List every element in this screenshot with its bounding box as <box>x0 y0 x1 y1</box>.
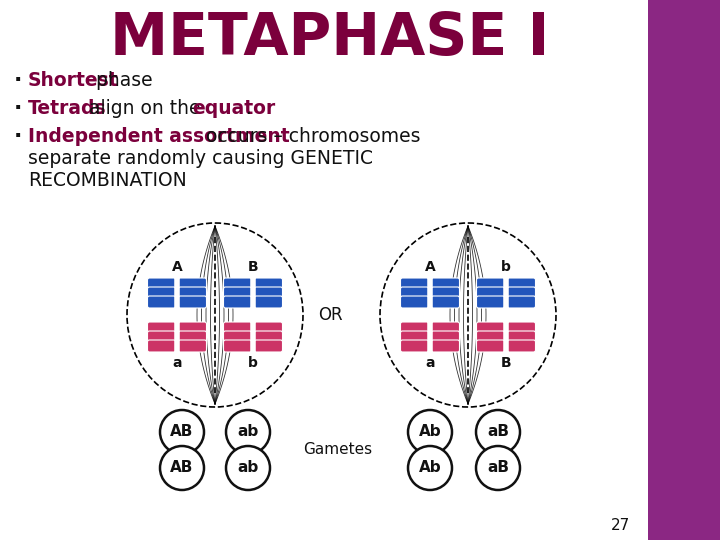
Circle shape <box>226 410 270 454</box>
FancyBboxPatch shape <box>400 296 428 308</box>
Circle shape <box>408 410 452 454</box>
Text: b: b <box>248 356 258 370</box>
Text: B: B <box>500 356 511 370</box>
Ellipse shape <box>380 223 556 407</box>
FancyBboxPatch shape <box>254 331 282 343</box>
FancyBboxPatch shape <box>148 331 176 343</box>
Text: 27: 27 <box>611 517 629 532</box>
Text: ab: ab <box>238 424 258 440</box>
FancyBboxPatch shape <box>148 287 176 299</box>
Circle shape <box>226 446 270 490</box>
Text: Independent assortment: Independent assortment <box>28 126 289 145</box>
Circle shape <box>408 446 452 490</box>
Circle shape <box>160 410 204 454</box>
Text: ab: ab <box>238 461 258 476</box>
FancyBboxPatch shape <box>431 296 459 308</box>
FancyBboxPatch shape <box>477 340 505 352</box>
FancyBboxPatch shape <box>431 278 459 290</box>
Text: ·: · <box>14 98 22 118</box>
FancyBboxPatch shape <box>400 322 428 334</box>
FancyBboxPatch shape <box>179 340 207 352</box>
Text: phase: phase <box>91 71 153 90</box>
FancyBboxPatch shape <box>508 331 536 343</box>
Ellipse shape <box>127 223 303 407</box>
FancyBboxPatch shape <box>223 322 252 334</box>
Text: OR: OR <box>318 306 342 324</box>
FancyBboxPatch shape <box>148 296 176 308</box>
Text: separate randomly causing GENETIC: separate randomly causing GENETIC <box>28 148 373 167</box>
Text: Gametes: Gametes <box>303 442 372 457</box>
FancyBboxPatch shape <box>254 340 282 352</box>
Text: equator: equator <box>192 98 275 118</box>
FancyBboxPatch shape <box>223 287 252 299</box>
Text: METAPHASE I: METAPHASE I <box>110 10 549 66</box>
FancyBboxPatch shape <box>477 296 505 308</box>
FancyBboxPatch shape <box>431 331 459 343</box>
FancyBboxPatch shape <box>179 322 207 334</box>
Text: AB: AB <box>171 461 194 476</box>
FancyBboxPatch shape <box>179 296 207 308</box>
FancyBboxPatch shape <box>477 278 505 290</box>
Circle shape <box>476 410 520 454</box>
Bar <box>648 0 720 540</box>
FancyBboxPatch shape <box>508 287 536 299</box>
Text: A: A <box>425 260 436 274</box>
Text: a: a <box>426 356 435 370</box>
Text: Tetrads: Tetrads <box>28 98 107 118</box>
FancyBboxPatch shape <box>508 322 536 334</box>
Text: occurs – chromosomes: occurs – chromosomes <box>199 126 420 145</box>
FancyBboxPatch shape <box>477 287 505 299</box>
FancyBboxPatch shape <box>254 278 282 290</box>
Circle shape <box>160 446 204 490</box>
FancyBboxPatch shape <box>148 322 176 334</box>
Text: Ab: Ab <box>419 424 441 440</box>
Text: ·: · <box>14 70 22 90</box>
Text: AB: AB <box>171 424 194 440</box>
FancyBboxPatch shape <box>400 331 428 343</box>
FancyBboxPatch shape <box>508 340 536 352</box>
Text: b: b <box>501 260 511 274</box>
FancyBboxPatch shape <box>179 287 207 299</box>
Text: RECOMBINATION: RECOMBINATION <box>28 171 186 190</box>
FancyBboxPatch shape <box>148 278 176 290</box>
Text: a: a <box>172 356 181 370</box>
FancyBboxPatch shape <box>508 296 536 308</box>
FancyBboxPatch shape <box>431 287 459 299</box>
FancyBboxPatch shape <box>400 278 428 290</box>
FancyBboxPatch shape <box>477 322 505 334</box>
FancyBboxPatch shape <box>431 322 459 334</box>
Text: aB: aB <box>487 424 509 440</box>
Text: B: B <box>248 260 258 274</box>
Text: Shortest: Shortest <box>28 71 119 90</box>
Text: Ab: Ab <box>419 461 441 476</box>
FancyBboxPatch shape <box>254 287 282 299</box>
FancyBboxPatch shape <box>254 296 282 308</box>
FancyBboxPatch shape <box>477 331 505 343</box>
FancyBboxPatch shape <box>223 340 252 352</box>
FancyBboxPatch shape <box>400 287 428 299</box>
Text: .: . <box>246 98 252 118</box>
FancyBboxPatch shape <box>223 278 252 290</box>
FancyBboxPatch shape <box>179 278 207 290</box>
FancyBboxPatch shape <box>508 278 536 290</box>
Text: align on the: align on the <box>83 98 206 118</box>
FancyBboxPatch shape <box>148 340 176 352</box>
FancyBboxPatch shape <box>179 331 207 343</box>
FancyBboxPatch shape <box>223 296 252 308</box>
Circle shape <box>476 446 520 490</box>
FancyBboxPatch shape <box>400 340 428 352</box>
Text: A: A <box>171 260 182 274</box>
FancyBboxPatch shape <box>254 322 282 334</box>
FancyBboxPatch shape <box>223 331 252 343</box>
FancyBboxPatch shape <box>431 340 459 352</box>
Text: aB: aB <box>487 461 509 476</box>
Text: ·: · <box>14 126 22 146</box>
